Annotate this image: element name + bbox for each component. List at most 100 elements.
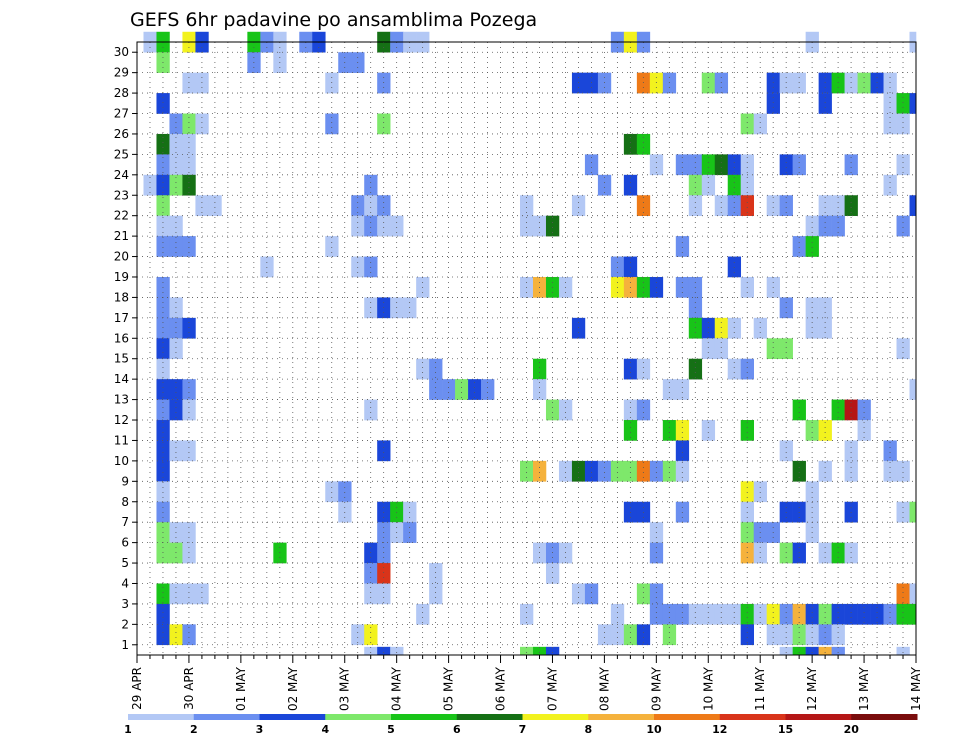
heatmap-cell: [831, 399, 845, 421]
colorbar-tick-label: 7: [519, 723, 527, 736]
colorbar-segment: [128, 714, 195, 720]
heatmap-cell: [182, 236, 196, 257]
colorbar-legend: 1 2 3 4 5 6 7 8 10 12 15 20: [124, 714, 918, 736]
heatmap-cell: [390, 215, 404, 237]
heatmap-cell: [182, 317, 196, 339]
heatmap-cell: [520, 646, 534, 656]
heatmap-cell: [818, 646, 832, 656]
heatmap-cell: [675, 460, 690, 482]
heatmap-cell: [260, 256, 274, 278]
heatmap-cell: [844, 603, 858, 625]
heatmap-cell: [325, 72, 339, 94]
y-tick-label: 8: [121, 495, 129, 509]
heatmap-cell: [766, 195, 780, 216]
heatmap-cell: [182, 440, 196, 462]
heatmap-cell: [156, 379, 170, 400]
heatmap-cell: [364, 624, 378, 646]
heatmap-cell: [182, 113, 196, 135]
heatmap-cell: [701, 174, 716, 196]
colorbar-segment: [456, 714, 523, 720]
y-tick-label: 12: [114, 413, 129, 427]
heatmap-cell: [597, 174, 612, 196]
heatmap-cell: [896, 113, 910, 135]
heatmap-cell: [364, 256, 378, 278]
x-tick-label: 01 MAY: [234, 666, 248, 711]
colorbar-segment: [719, 714, 786, 720]
heatmap-cell: [610, 460, 625, 482]
heatmap-cell: [818, 603, 832, 625]
heatmap-cell: [818, 215, 832, 237]
y-tick-label: 6: [121, 536, 129, 550]
heatmap-cell: [831, 72, 845, 94]
heatmap-cell: [662, 624, 677, 646]
heatmap-cell: [182, 72, 196, 94]
heatmap-cell: [831, 195, 845, 216]
heatmap-cell: [792, 460, 806, 482]
heatmap-cell: [818, 460, 832, 482]
colorbar-tick-label: 12: [712, 723, 727, 736]
heatmap-cell: [740, 420, 754, 441]
heatmap-cell: [182, 624, 196, 646]
heatmap-cell: [156, 583, 170, 605]
colorbar-segment: [785, 714, 852, 720]
y-tick-label: 9: [121, 474, 129, 488]
heatmap-cell: [442, 379, 456, 400]
heatmap-cell: [792, 236, 806, 257]
heatmap-cell: [792, 646, 806, 656]
heatmap-cell: [156, 195, 170, 216]
heatmap-cell: [169, 113, 183, 135]
heatmap-cell: [675, 420, 690, 441]
heatmap-cell: [779, 338, 793, 360]
heatmap-cell: [532, 646, 547, 656]
colorbar-tick-label: 20: [844, 723, 860, 736]
heatmap-cell: [520, 215, 534, 237]
heatmap-cell: [883, 440, 897, 462]
heatmap-cell: [831, 624, 845, 646]
heatmap-cell: [701, 603, 716, 625]
colorbar-segment: [654, 714, 721, 720]
heatmap-cell: [844, 154, 858, 176]
colorbar-segment: [522, 714, 589, 720]
heatmap-cell: [571, 460, 586, 482]
heatmap-cell: [909, 501, 917, 523]
heatmap-cell: [558, 460, 573, 482]
x-axis: 29 APR 30 APR 01 MAY 02 MAY 03 MAY 04 MAY 05 M…: [130, 655, 923, 711]
colorbar-tick-label: 1: [124, 723, 132, 736]
y-tick-label: 1: [121, 638, 129, 652]
heatmap-cell: [714, 338, 729, 360]
heatmap-cell: [740, 195, 754, 216]
colorbar-tick-label: 8: [584, 723, 592, 736]
heatmap-cell: [727, 603, 742, 625]
heatmap-cell: [792, 624, 806, 646]
heatmap-cell: [156, 174, 170, 196]
y-tick-label: 25: [114, 147, 129, 161]
x-tick-label: 05 MAY: [442, 666, 456, 711]
heatmap-cell: [182, 583, 196, 605]
heatmap-cell: [182, 399, 196, 421]
heatmap-cell: [364, 646, 378, 656]
heatmap-cell: [740, 358, 754, 380]
heatmap-cell: [740, 603, 754, 625]
heatmap-cell: [545, 399, 560, 421]
chart-title: GEFS 6hr padavine po ansamblima Pozega: [130, 9, 537, 31]
y-tick-label: 5: [121, 556, 129, 570]
heatmap-cell: [883, 72, 897, 94]
heatmap-cell: [195, 113, 209, 135]
heatmap-cell: [909, 195, 917, 216]
heatmap-cell: [208, 195, 222, 216]
heatmap-cell: [753, 603, 767, 625]
heatmap-cell: [364, 399, 378, 421]
y-tick-label: 19: [114, 270, 129, 284]
heatmap-cell: [909, 93, 917, 114]
heatmap-cell: [520, 460, 534, 482]
heatmap-cell: [688, 317, 703, 339]
heatmap-cell: [143, 174, 157, 196]
heatmap-cell: [649, 460, 664, 482]
heatmap-cell: [429, 379, 443, 400]
heatmap-cell: [675, 603, 690, 625]
x-tick-label: 02 MAY: [286, 666, 300, 711]
colorbar-tick-label: 2: [190, 723, 198, 736]
heatmap-cell: [727, 154, 742, 176]
heatmap-cell: [675, 236, 690, 257]
heatmap-cell: [377, 440, 391, 462]
